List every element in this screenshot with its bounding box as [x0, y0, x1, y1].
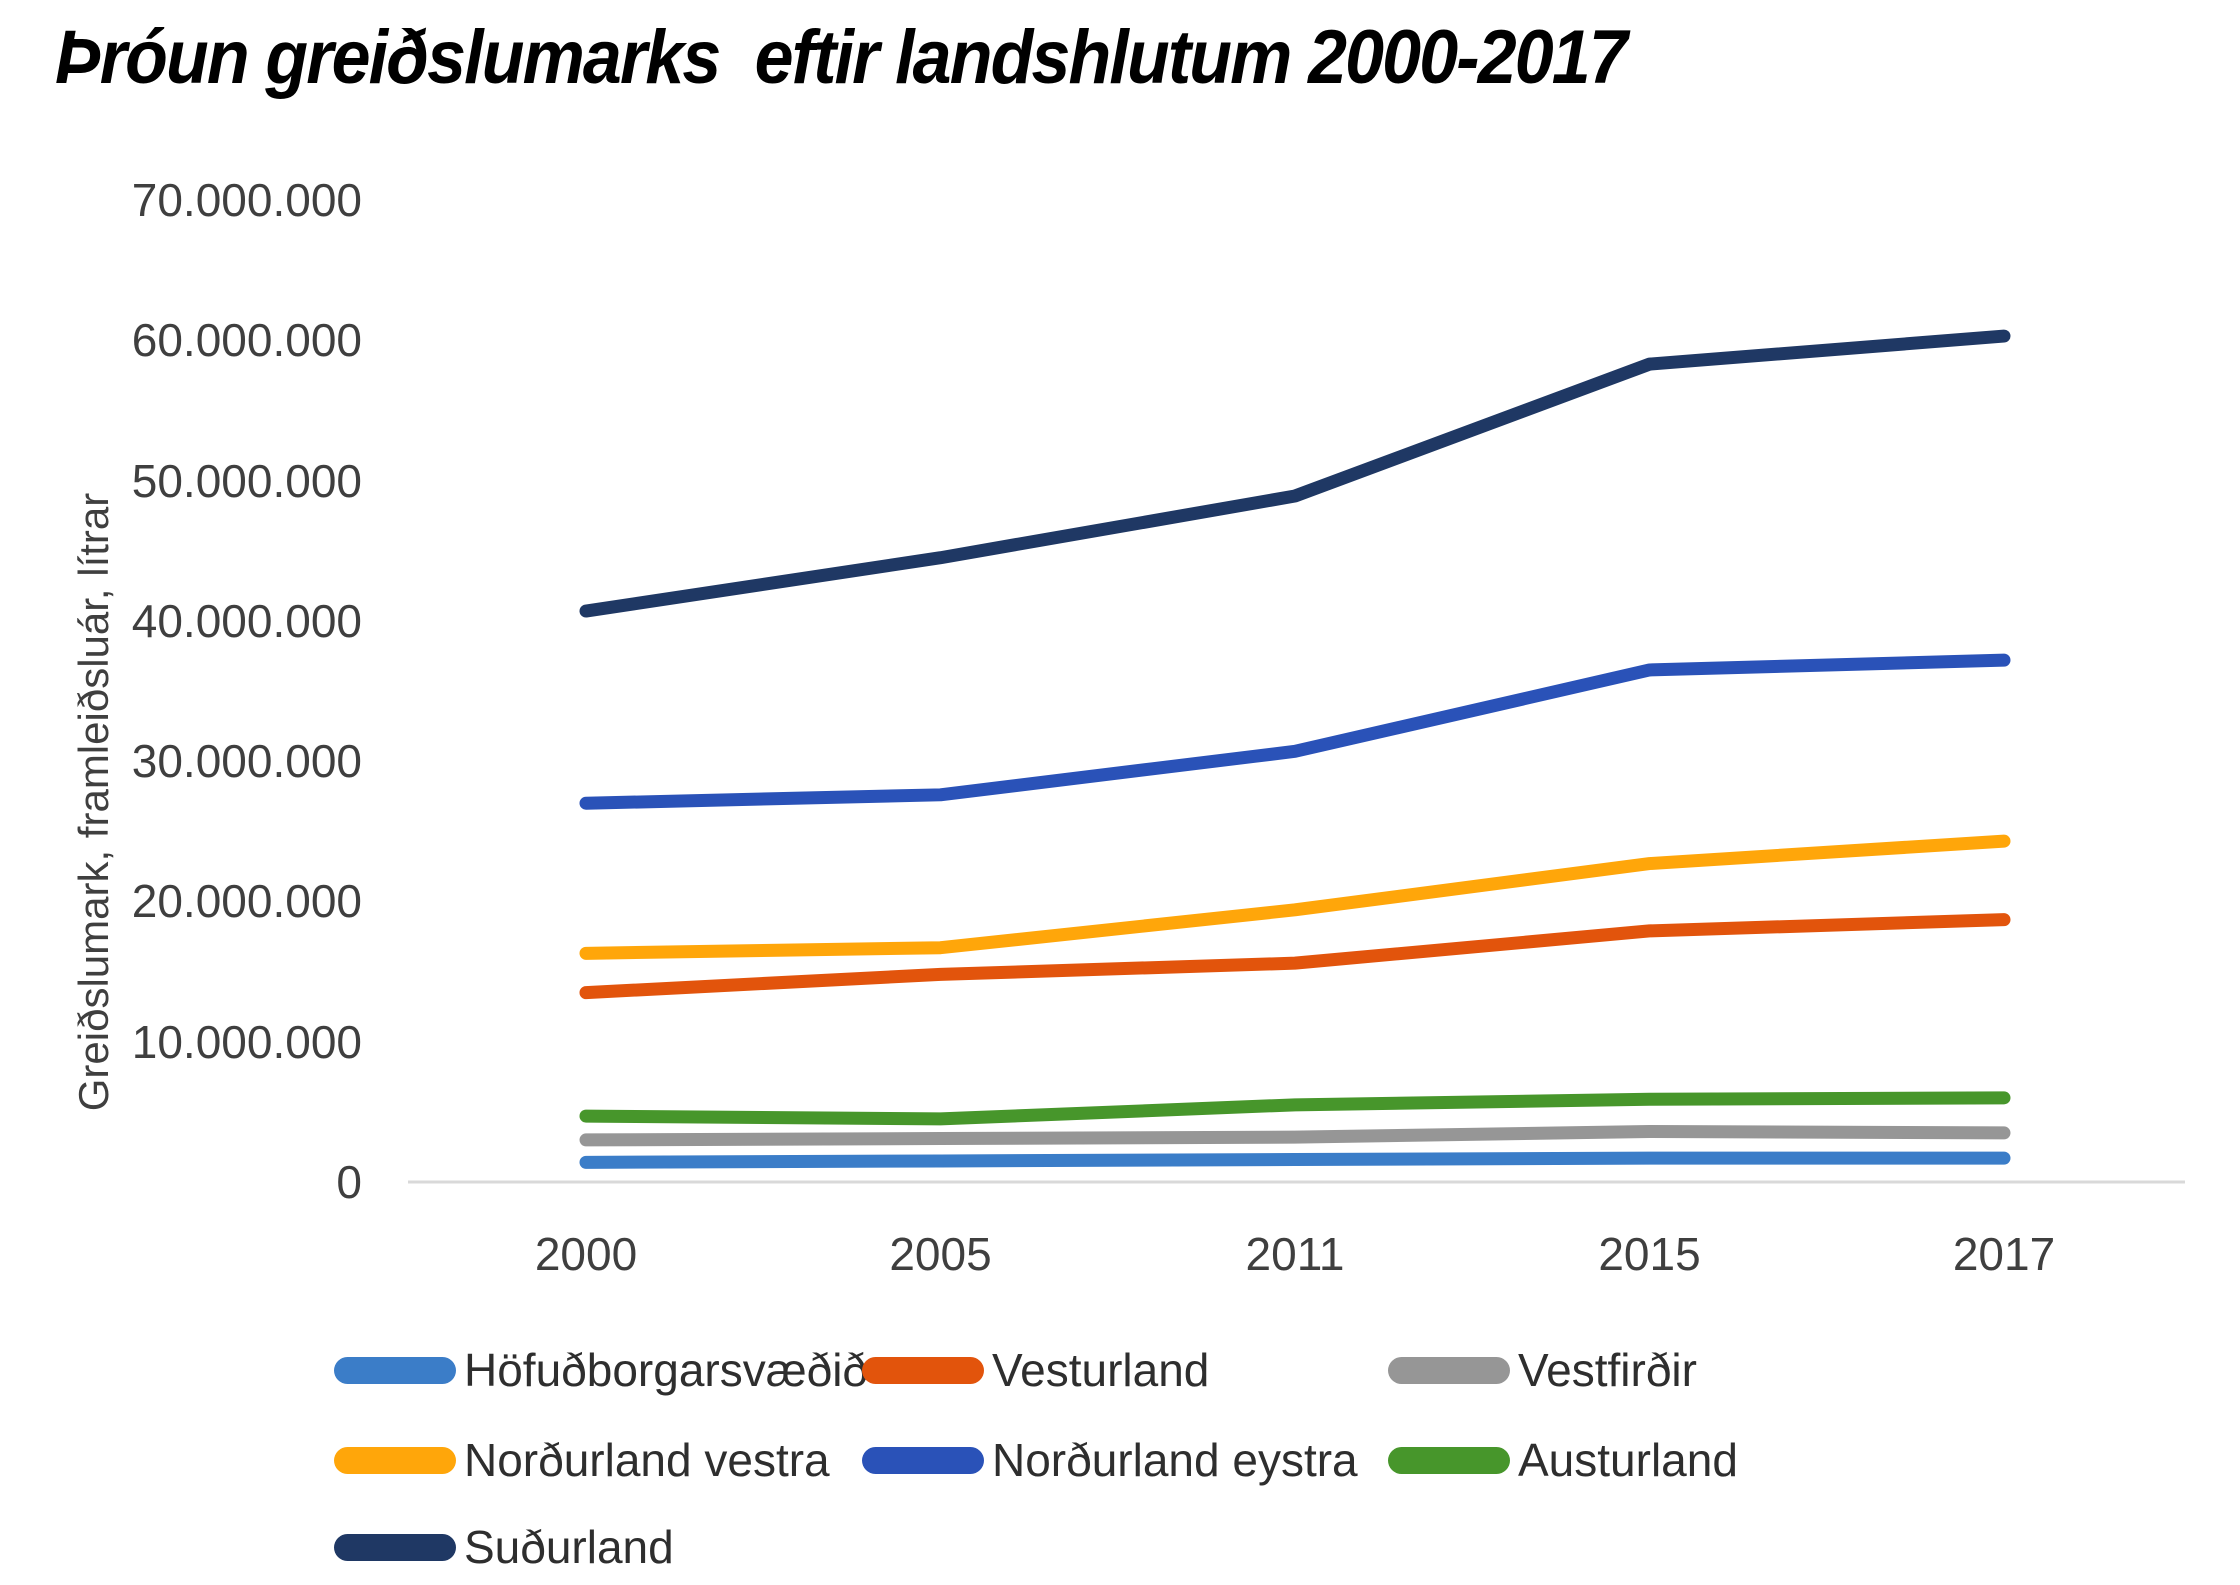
legend-label: Norðurland vestra	[464, 1434, 830, 1486]
x-tick-label: 2005	[889, 1228, 992, 1280]
legend-swatch	[334, 1356, 456, 1384]
series-line-vestfir-ir	[579, 1124, 2011, 1147]
legend-item-vesturland: Vesturland	[862, 1342, 1209, 1398]
legend-label: Suðurland	[464, 1521, 674, 1573]
series-line-h-fu-borgarsv-i-	[579, 1151, 2011, 1169]
y-tick-label: 70.000.000	[131, 174, 362, 226]
legend-item-h-fu-borgarsv-i-: Höfuðborgarsvæðið	[334, 1342, 868, 1398]
series-line-austurland	[579, 1091, 2011, 1126]
x-tick-label: 2017	[1952, 1228, 2056, 1280]
y-tick-label: 30.000.000	[131, 735, 362, 788]
y-tick-label: 50.000.000	[131, 454, 362, 507]
legend-swatch	[334, 1533, 456, 1561]
y-tick-label: 40.000.000	[131, 594, 362, 647]
series-line-su-urland	[579, 329, 2011, 618]
series-line-nor-urland-eystra	[579, 653, 2011, 810]
legend-swatch	[862, 1446, 984, 1474]
legend-label: Höfuðborgarsvæðið	[464, 1344, 869, 1396]
y-tick-label: 0	[336, 1156, 362, 1208]
legend-label: Norðurland eystra	[992, 1434, 1358, 1486]
y-tick-label: 20.000.000	[131, 875, 362, 928]
y-tick-label: 60.000.000	[131, 314, 362, 367]
legend-swatch	[1388, 1356, 1510, 1384]
legend-label: Vesturland	[992, 1344, 1210, 1396]
legend-swatch	[334, 1446, 456, 1474]
legend-swatch	[1388, 1446, 1510, 1474]
legend-item-su-urland: Suðurland	[334, 1519, 674, 1575]
x-tick-label: 2015	[1598, 1228, 1701, 1280]
legend-item-austurland: Austurland	[1388, 1432, 1738, 1488]
legend-label: Austurland	[1518, 1434, 1738, 1486]
chart-title: Þróun greiðslumarks eftir landshlutum 20…	[55, 15, 1628, 100]
legend-swatch	[862, 1356, 984, 1384]
x-tick-label: 2000	[534, 1228, 638, 1280]
legend-item-vestfir-ir: Vestfirðir	[1388, 1342, 1697, 1398]
y-tick-label: 10.000.000	[131, 1015, 362, 1068]
x-tick-label: 2011	[1245, 1228, 1345, 1280]
legend-item-nor-urland-vestra: Norðurland vestra	[334, 1432, 830, 1488]
series-line-vesturland	[579, 913, 2011, 1000]
legend-label: Vestfirðir	[1518, 1344, 1697, 1396]
legend-item-nor-urland-eystra: Norðurland eystra	[862, 1432, 1358, 1488]
series-line-nor-urland-vestra	[579, 834, 2011, 960]
